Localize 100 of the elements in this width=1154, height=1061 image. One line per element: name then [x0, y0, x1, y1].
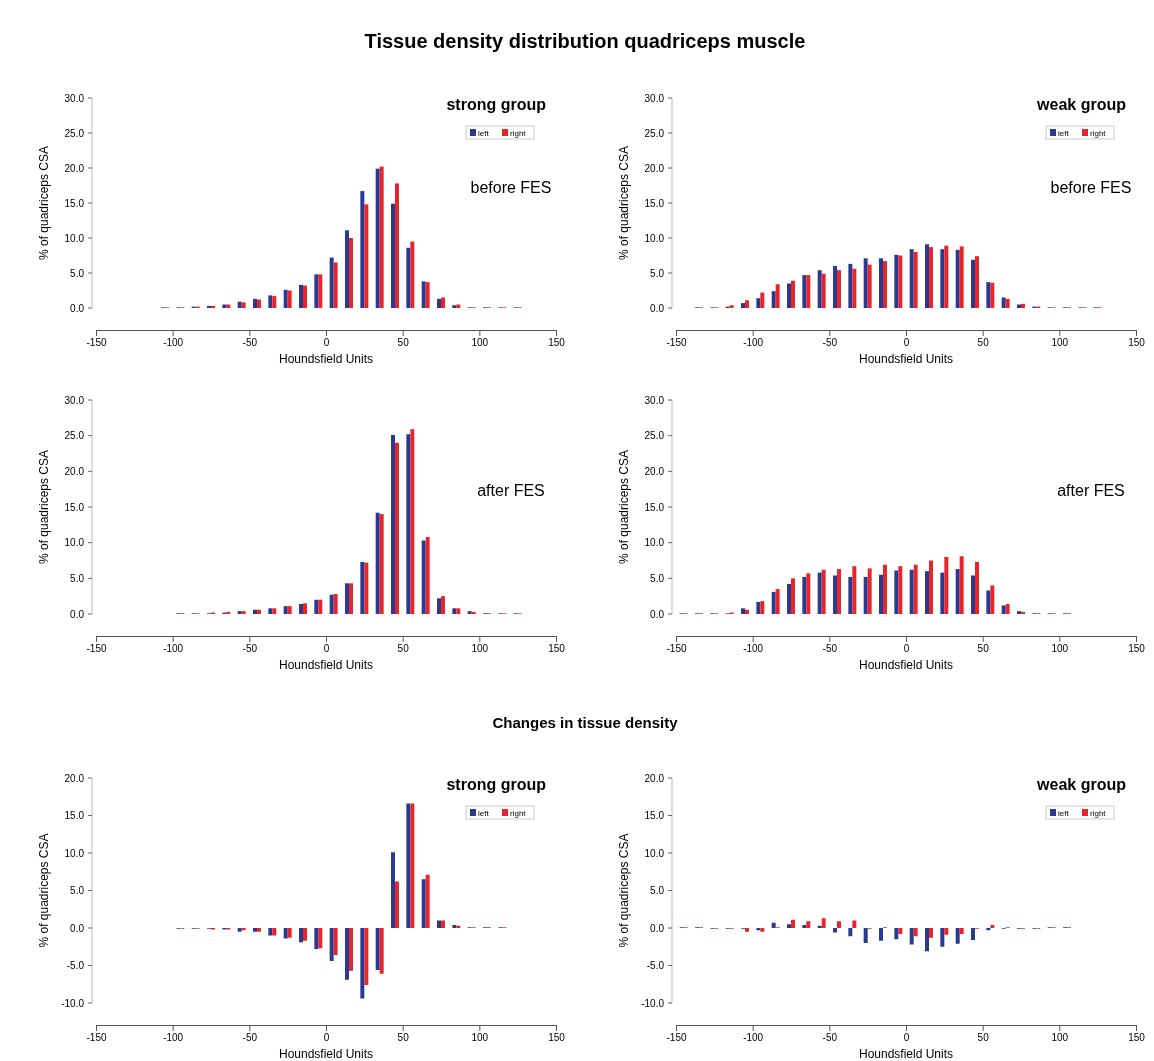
y-tick-label: 15.0: [64, 197, 85, 209]
y-tick-label: 5.0: [650, 885, 665, 896]
bar: [1001, 605, 1006, 614]
bar: [925, 928, 929, 952]
bar: [1017, 611, 1021, 614]
bar: [349, 238, 353, 308]
bar: [437, 920, 441, 928]
x-tick-label: -50: [242, 1032, 258, 1044]
bar: [944, 928, 949, 935]
x-tick-label: 150: [548, 1032, 566, 1044]
bar: [395, 442, 399, 614]
bar: [894, 254, 899, 308]
bar: [867, 568, 872, 614]
y-tick-label: 0.0: [650, 608, 665, 620]
bar: [990, 585, 995, 614]
bar: [241, 611, 246, 614]
x-tick-label: 100: [1051, 643, 1069, 655]
bar: [929, 560, 933, 614]
chart-subtitle: weak group: [1036, 96, 1127, 113]
y-axis-title: % of quadriceps CSA: [617, 833, 631, 948]
bar: [821, 273, 826, 308]
bar: [287, 290, 292, 308]
bar: [913, 564, 918, 614]
bar: [379, 928, 384, 974]
bar: [940, 928, 945, 947]
bar: [391, 203, 395, 308]
y-tick-label: 0.0: [70, 922, 85, 934]
bar: [821, 569, 826, 614]
y-tick-label: -5.0: [646, 960, 665, 971]
annotation: before FES: [1050, 178, 1132, 196]
bar: [410, 241, 415, 308]
legend-label: left: [478, 129, 490, 138]
y-axis-title: % of quadriceps CSA: [37, 833, 51, 948]
bar: [283, 928, 288, 939]
bar: [211, 305, 215, 308]
x-tick-label: 100: [471, 643, 489, 655]
x-tick-label: -150: [666, 643, 687, 655]
bar: [329, 594, 334, 614]
y-axis-title: % of quadriceps CSA: [617, 145, 631, 261]
bar: [318, 928, 323, 949]
bar: [395, 183, 399, 308]
bar: [990, 282, 995, 308]
bar: [395, 881, 399, 928]
bar: [437, 298, 441, 308]
bar: [837, 569, 841, 614]
bar: [283, 606, 288, 614]
bar: [848, 263, 853, 308]
bar: [745, 300, 749, 308]
y-tick-label: 30.0: [644, 394, 665, 406]
bar: [421, 540, 426, 614]
bar: [848, 928, 853, 937]
bar: [318, 599, 323, 614]
bar: [437, 598, 441, 614]
x-axis-title: Houndsfield Units: [858, 352, 954, 366]
bar: [452, 608, 457, 614]
bar: [287, 606, 292, 614]
bar: [817, 270, 822, 308]
bar: [959, 928, 964, 934]
y-tick-label: 20.0: [644, 465, 665, 477]
x-tick-label: -100: [743, 337, 764, 349]
bar: [771, 291, 776, 308]
bar: [425, 874, 430, 928]
x-axis-title: Houndsfield Units: [278, 1047, 374, 1061]
bar: [441, 920, 445, 928]
bar: [909, 569, 914, 614]
chart-subtitle: strong group: [446, 96, 547, 113]
bar: [452, 305, 457, 308]
x-tick-label: 50: [397, 337, 410, 349]
bar: [986, 282, 991, 308]
y-tick-label: 20.0: [64, 772, 85, 784]
bar: [863, 576, 868, 614]
bar: [879, 928, 883, 941]
bar: [345, 583, 349, 614]
bar: [940, 249, 945, 308]
bar: [863, 258, 868, 308]
bar: [883, 564, 887, 614]
bar: [863, 928, 868, 943]
x-tick-label: 100: [1051, 337, 1069, 349]
bar: [879, 574, 883, 614]
bar: [272, 928, 277, 936]
y-tick-label: 0.0: [650, 922, 665, 934]
y-tick-label: 25.0: [64, 127, 85, 139]
bar: [833, 928, 837, 933]
x-tick-label: -150: [86, 1032, 107, 1044]
bar: [806, 573, 811, 614]
bar: [452, 925, 457, 928]
bar: [848, 576, 853, 614]
bar: [833, 266, 837, 308]
bar: [806, 921, 811, 928]
bar: [975, 256, 979, 308]
x-tick-label: -50: [242, 643, 258, 655]
bar: [391, 852, 395, 928]
bar: [852, 920, 857, 928]
bar: [955, 569, 960, 614]
y-tick-label: 10.0: [64, 847, 85, 859]
bar: [207, 305, 211, 308]
bar: [421, 281, 426, 308]
bar: [467, 611, 472, 614]
chart-subtitle: strong group: [446, 776, 547, 793]
bar: [268, 928, 273, 936]
